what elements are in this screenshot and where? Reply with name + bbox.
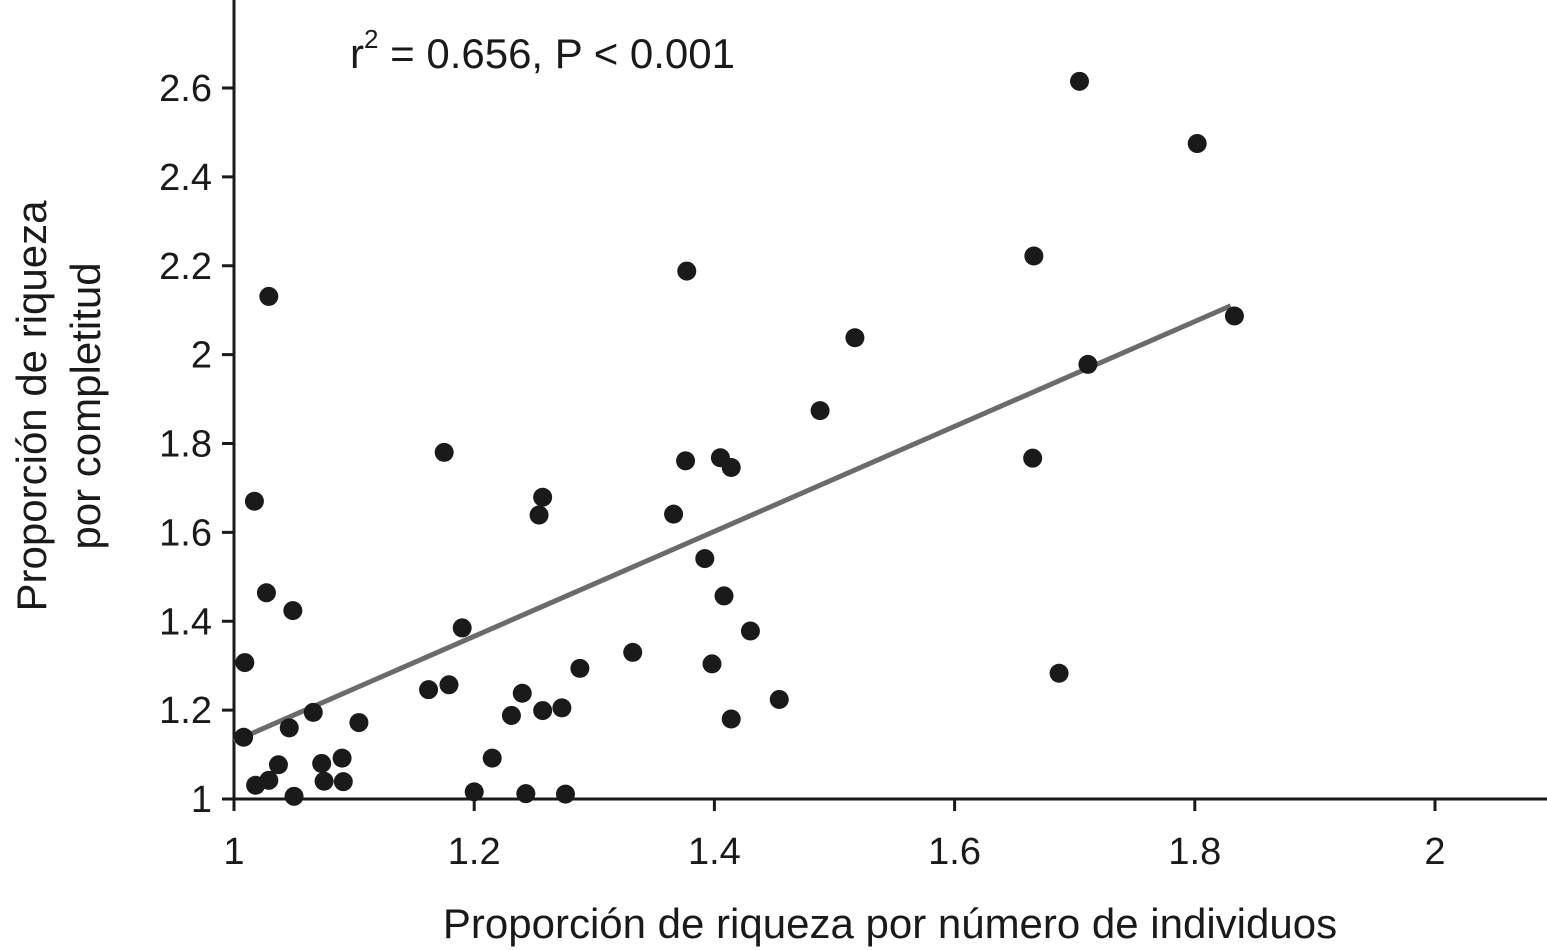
data-point — [664, 504, 684, 524]
data-point — [695, 549, 715, 569]
stats-annotation: r2 = 0.656, P < 0.001 — [350, 24, 735, 77]
data-point — [1049, 663, 1069, 683]
data-point — [552, 698, 572, 718]
data-point — [235, 653, 255, 673]
x-tick-label: 1.4 — [688, 831, 741, 873]
data-point — [482, 748, 502, 768]
data-point — [439, 675, 459, 695]
y-tick-label: 1 — [191, 779, 212, 821]
y-tick-label: 1.8 — [159, 424, 212, 466]
y-axis-ticks: 1 1.2 1.4 1.6 1.8 2 2.2 2.4 2.6 — [159, 68, 234, 821]
y-tick-label: 2 — [191, 335, 212, 377]
axes — [232, 0, 1547, 801]
y-axis-title-line-1: Proporción de riqueza — [8, 200, 55, 612]
data-point — [721, 709, 741, 729]
y-tick-label: 2.4 — [159, 157, 212, 199]
data-point — [516, 784, 536, 804]
x-tick-label: 1.2 — [448, 831, 501, 873]
r-superscript: 2 — [364, 24, 378, 54]
data-point — [677, 261, 697, 281]
data-point — [259, 286, 279, 306]
data-point — [845, 328, 865, 348]
data-point — [234, 727, 254, 747]
data-point — [464, 782, 484, 802]
y-tick-label: 1.6 — [159, 512, 212, 554]
data-point — [419, 680, 439, 700]
data-point — [349, 713, 369, 733]
data-point — [244, 491, 264, 511]
data-point — [769, 689, 789, 709]
data-point — [570, 658, 590, 678]
data-point — [279, 718, 299, 738]
x-axis-title: Proporción de riqueza por número de indi… — [443, 900, 1337, 947]
x-axis-ticks: 1 1.2 1.4 1.6 1.8 2 — [223, 799, 1446, 873]
data-point — [555, 784, 575, 804]
data-point — [312, 753, 332, 773]
data-point — [740, 621, 760, 641]
data-point — [533, 487, 553, 507]
y-tick-label: 1.4 — [159, 601, 212, 643]
data-point — [284, 786, 304, 806]
data-point — [676, 451, 696, 471]
data-point — [1070, 71, 1090, 91]
data-point — [283, 601, 303, 621]
data-point — [512, 683, 532, 703]
x-tick-label: 1.8 — [1168, 831, 1221, 873]
x-tick-label: 1 — [223, 831, 244, 873]
data-points — [234, 71, 1244, 806]
data-point — [314, 771, 334, 791]
data-point — [1024, 246, 1044, 266]
data-point — [1023, 448, 1043, 468]
data-point — [332, 748, 352, 768]
data-point — [452, 618, 472, 638]
data-point — [721, 457, 741, 477]
data-point — [1078, 354, 1098, 374]
stats-text: = 0.656, P < 0.001 — [378, 30, 735, 77]
data-point — [256, 583, 276, 603]
data-point — [246, 775, 266, 795]
data-point — [810, 401, 830, 421]
data-point — [1187, 134, 1207, 154]
data-point — [303, 702, 323, 722]
data-point — [501, 705, 521, 725]
data-point — [623, 642, 643, 662]
data-point — [533, 701, 553, 721]
data-point — [333, 772, 353, 792]
data-point — [1224, 306, 1244, 326]
data-point — [529, 505, 549, 525]
trend-line — [232, 303, 1232, 744]
data-point — [434, 442, 454, 462]
x-tick-label: 1.6 — [928, 831, 981, 873]
data-point — [714, 586, 734, 606]
data-point — [268, 755, 288, 775]
x-tick-label: 2 — [1424, 831, 1445, 873]
y-tick-label: 2.2 — [159, 246, 212, 288]
y-tick-label: 1.2 — [159, 690, 212, 732]
r-symbol: r — [350, 30, 364, 77]
y-tick-label: 2.6 — [159, 68, 212, 110]
y-axis-title-line-2: por completitud — [62, 262, 109, 549]
data-point — [702, 654, 722, 674]
